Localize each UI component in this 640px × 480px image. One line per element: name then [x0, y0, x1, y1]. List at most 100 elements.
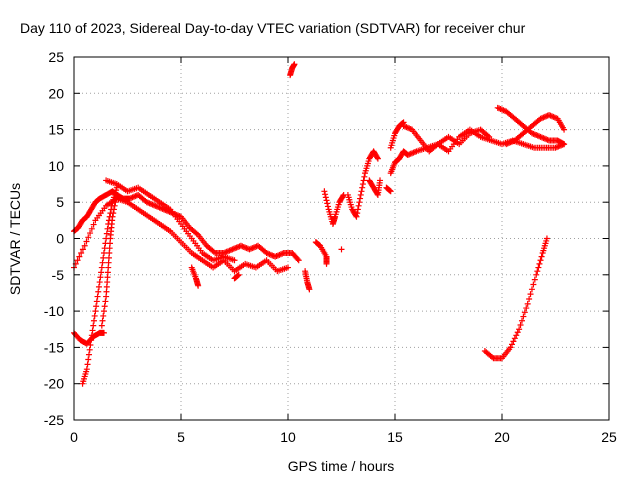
data-point	[94, 293, 101, 300]
data-point	[100, 329, 107, 336]
data-point	[511, 335, 518, 342]
data-point	[86, 346, 93, 353]
y-tick-label: -5	[52, 267, 65, 283]
data-point	[359, 181, 366, 188]
data-point	[90, 322, 97, 329]
data-point	[322, 191, 329, 198]
y-tick-label: 5	[56, 194, 64, 210]
data-point	[81, 242, 88, 249]
data-point	[508, 341, 515, 348]
data-point	[87, 230, 94, 237]
data-point	[112, 199, 119, 206]
data-point	[101, 303, 108, 310]
data-point	[76, 253, 83, 260]
data-point	[113, 191, 120, 198]
data-point	[338, 246, 345, 253]
data-point	[322, 194, 329, 201]
data-point	[357, 191, 364, 198]
data-point	[79, 246, 86, 253]
x-tick-label: 25	[601, 429, 617, 445]
data-point	[83, 238, 90, 245]
data-point	[559, 140, 566, 147]
data-point	[97, 274, 104, 281]
data-point	[87, 341, 94, 348]
data-point	[526, 296, 533, 302]
y-tick-label: 0	[56, 231, 64, 247]
data-point	[324, 200, 331, 207]
data-point	[535, 264, 542, 271]
data-point	[85, 351, 92, 358]
grid-lines	[74, 57, 609, 420]
data-point	[83, 366, 90, 373]
data-point	[518, 317, 525, 324]
y-axis-label: SDTVAR / TECUs	[7, 183, 23, 295]
data-point	[387, 187, 394, 194]
x-axis-label: GPS time / hours	[288, 458, 395, 474]
data-point	[93, 303, 100, 310]
data-point	[527, 291, 534, 298]
data-point	[521, 309, 528, 316]
y-tick-label: -10	[44, 303, 64, 319]
data-point	[339, 193, 346, 200]
y-tick-label: -25	[44, 412, 64, 428]
data-point	[100, 308, 107, 315]
data-point	[323, 197, 330, 204]
x-tick-label: 5	[177, 429, 185, 445]
data-point	[377, 177, 384, 184]
data-point	[99, 259, 106, 266]
data-point	[294, 256, 301, 263]
data-point	[374, 190, 381, 197]
data-point	[516, 326, 523, 333]
data-point	[520, 313, 527, 320]
data-point	[510, 338, 517, 345]
data-point	[93, 298, 100, 305]
data-point	[523, 305, 530, 312]
data-point	[360, 177, 367, 184]
data-point	[195, 282, 202, 289]
data-point	[537, 257, 544, 264]
chart-title: Day 110 of 2023, Sidereal Day-to-day VTE…	[20, 20, 526, 36]
data-point	[98, 322, 105, 329]
y-tick-label: -20	[44, 376, 64, 392]
data-point	[324, 203, 331, 210]
data-point	[95, 283, 102, 290]
data-point	[110, 206, 117, 213]
data-point	[102, 298, 109, 305]
data-point	[354, 206, 361, 213]
data-point	[85, 356, 92, 363]
x-tick-label: 20	[494, 429, 510, 445]
data-point	[104, 225, 111, 232]
data-point	[95, 288, 102, 295]
data-point	[235, 271, 242, 278]
data-point	[524, 300, 531, 307]
data-point	[374, 154, 381, 161]
y-tick-label: -15	[44, 339, 64, 355]
data-point	[98, 269, 105, 276]
data-point	[517, 322, 524, 329]
data-point	[98, 264, 105, 271]
data-point	[110, 210, 117, 217]
data-point	[90, 221, 97, 228]
data-point	[100, 254, 107, 261]
data-point	[323, 260, 330, 267]
data-point	[88, 225, 95, 232]
y-tick-label: 25	[48, 49, 64, 65]
data-point	[295, 257, 302, 264]
data-point	[96, 279, 103, 286]
data-point	[561, 126, 568, 133]
data-point	[513, 332, 520, 339]
data-point	[113, 184, 120, 191]
data-point	[321, 188, 328, 195]
data-point	[113, 195, 120, 202]
data-points	[71, 61, 568, 387]
data-point	[235, 272, 242, 279]
data-point	[361, 173, 368, 180]
x-tick-label: 10	[280, 429, 296, 445]
data-point	[507, 344, 514, 351]
data-point	[538, 253, 545, 260]
data-point	[399, 119, 406, 126]
data-point	[89, 327, 96, 334]
data-point	[74, 257, 81, 264]
